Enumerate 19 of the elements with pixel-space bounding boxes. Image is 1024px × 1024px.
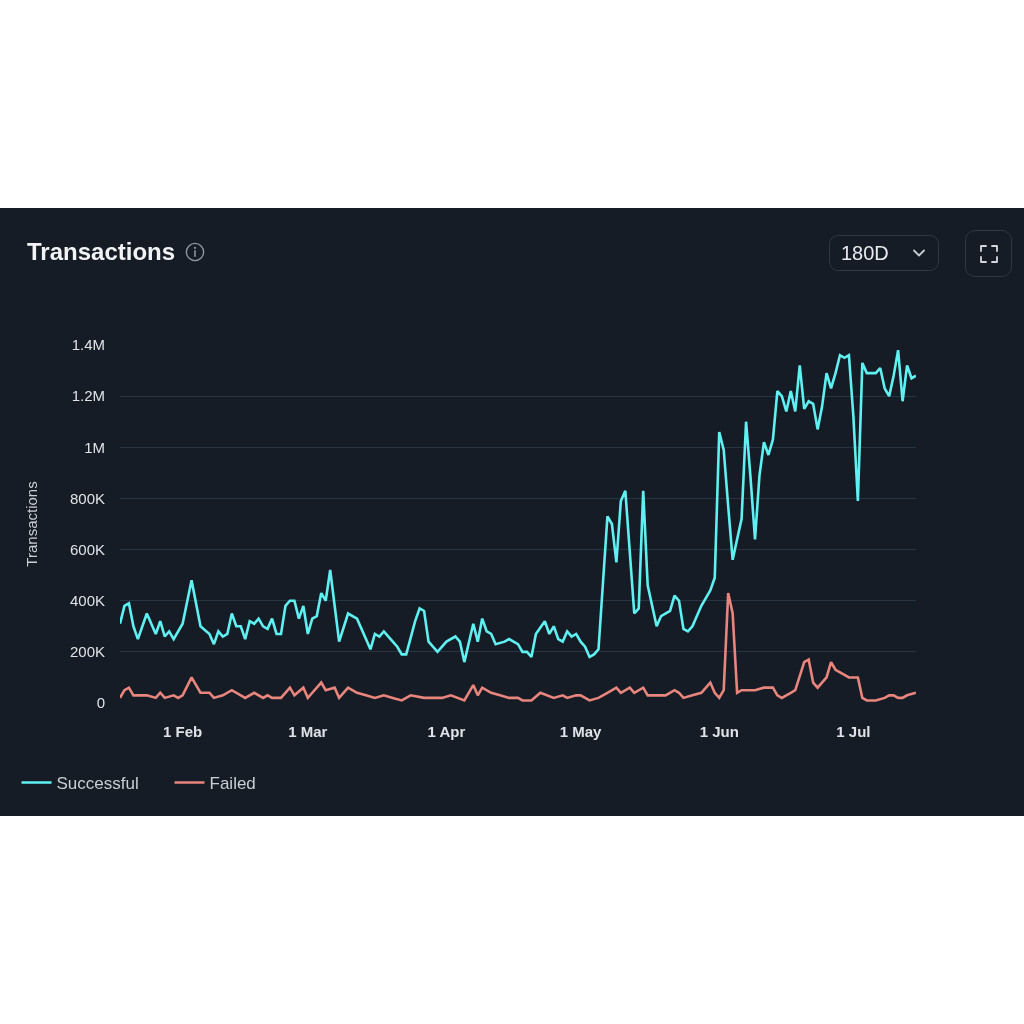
legend-label: Successful bbox=[56, 774, 139, 794]
y-axis-title: Transactions bbox=[23, 481, 41, 567]
y-tick-label: 800K bbox=[69, 489, 105, 507]
x-tick-label: 1 Jul bbox=[836, 723, 871, 740]
y-tick-label: 600K bbox=[69, 540, 105, 558]
x-tick-label: 1 May bbox=[559, 723, 603, 740]
y-tick-label: 0 bbox=[96, 694, 105, 712]
y-tick-label: 200K bbox=[69, 643, 105, 661]
dropdown: 180D bbox=[829, 235, 939, 271]
chart-title: Transactions bbox=[27, 238, 176, 266]
x-tick-label: 1 Mar bbox=[288, 723, 328, 740]
x-tick-label: 1 Feb bbox=[163, 723, 203, 740]
legend-label: Failed bbox=[209, 774, 256, 794]
x-tick-label: 1 Apr bbox=[427, 723, 466, 740]
y-tick-label: 400K bbox=[69, 591, 105, 609]
y-tick-label: 1M bbox=[84, 438, 105, 456]
y-tick-label: 1.4M bbox=[71, 336, 105, 354]
y-tick-label: 1.2M bbox=[71, 387, 105, 405]
x-tick-label: 1 Jun bbox=[699, 723, 739, 740]
